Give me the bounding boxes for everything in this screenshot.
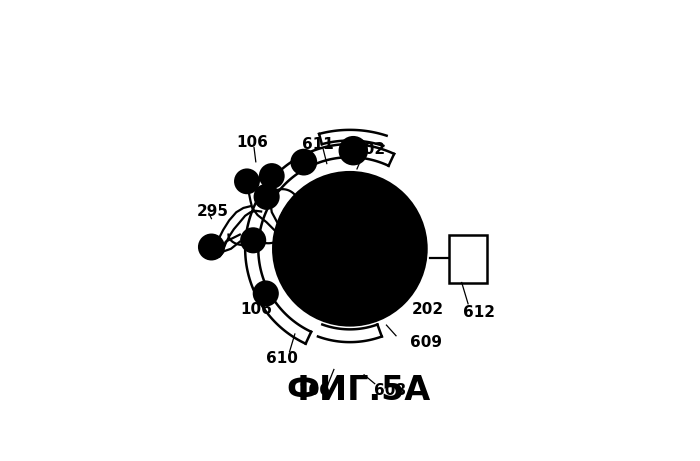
Text: 106: 106: [237, 135, 268, 150]
Circle shape: [342, 249, 348, 255]
Text: 611: 611: [302, 136, 334, 152]
Circle shape: [241, 229, 265, 252]
Text: ФИГ.5А: ФИГ.5А: [286, 374, 431, 407]
Text: 610: 610: [267, 351, 298, 366]
Text: 608: 608: [374, 383, 405, 398]
Text: 202: 202: [412, 301, 443, 317]
Circle shape: [284, 183, 416, 315]
Circle shape: [255, 185, 279, 209]
Text: 106: 106: [298, 383, 330, 398]
Circle shape: [340, 137, 367, 164]
Text: 106: 106: [240, 301, 272, 317]
Circle shape: [292, 150, 316, 174]
Bar: [449, 235, 486, 283]
Text: 295: 295: [197, 204, 229, 219]
Circle shape: [274, 172, 426, 325]
Circle shape: [254, 282, 278, 305]
Text: 609: 609: [410, 335, 442, 350]
Circle shape: [260, 164, 284, 188]
Text: 612: 612: [463, 305, 495, 320]
Text: 202: 202: [354, 142, 386, 157]
Circle shape: [199, 235, 224, 259]
Circle shape: [235, 170, 258, 193]
